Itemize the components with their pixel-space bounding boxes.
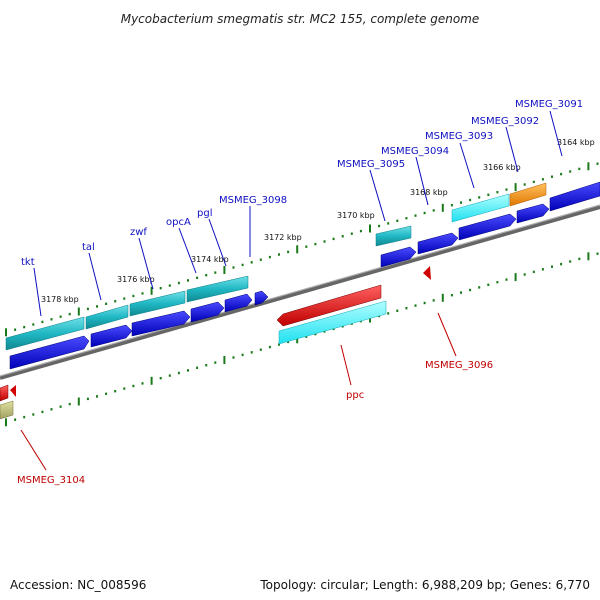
gene-label[interactable]: tal [82, 242, 95, 253]
scale-label: 3168 kbp [410, 188, 448, 197]
gene-arrow-tkt[interactable] [9, 335, 90, 370]
scale-label: 3164 kbp [557, 138, 595, 147]
gene-label[interactable]: MSMEG_3096 [425, 360, 493, 371]
gene-arrow-tal[interactable] [90, 324, 133, 348]
gene-arrow-MSMEG_3091[interactable] [549, 181, 600, 212]
scale-label: 3166 kbp [483, 163, 521, 172]
feature-row-upper [5, 182, 547, 351]
scale-label: 3178 kbp [41, 295, 79, 304]
gene-label[interactable]: zwf [130, 227, 147, 238]
gene-label[interactable]: MSMEG_3095 [337, 159, 405, 170]
gene-label[interactable]: MSMEG_3092 [471, 116, 539, 127]
genome-summary-text: Topology: circular; Length: 6,988,209 bp… [260, 578, 590, 592]
accession-text: Accession: NC_008596 [10, 578, 147, 592]
reverse-genes [0, 266, 431, 420]
cds-feature[interactable] [0, 400, 14, 420]
gene-label[interactable]: MSMEG_3104 [17, 475, 85, 486]
leader-lines [20, 110, 563, 471]
forward-genes [9, 181, 600, 370]
gene-label[interactable]: MSMEG_3093 [425, 131, 493, 142]
gene-arrow-MSMEG_3098[interactable] [254, 290, 269, 306]
gene-arrow-MSMEG_3092[interactable] [516, 203, 550, 224]
gene-label[interactable]: tkt [21, 257, 35, 268]
gene-arrow-opcA[interactable] [190, 301, 225, 323]
gene-arrow-MSMEG_3104[interactable] [0, 384, 9, 402]
gene-label[interactable]: MSMEG_3098 [219, 195, 287, 206]
gene-arrow-MSMEG_3094[interactable] [417, 232, 459, 255]
gene-label[interactable]: pgl [197, 208, 212, 219]
cds-feature[interactable] [451, 193, 510, 223]
gene-arrow-MSMEG_3095[interactable] [380, 246, 417, 268]
cds-feature[interactable] [375, 225, 412, 247]
cds-feature[interactable] [5, 316, 85, 351]
map-title: Mycobacterium smegmatis str. MC2 155, co… [121, 12, 480, 26]
gene-label[interactable]: ppc [346, 390, 364, 401]
cds-feature[interactable] [186, 275, 249, 303]
gene-arrow-MSMEG_3096[interactable] [423, 266, 431, 280]
cds-feature[interactable] [509, 182, 547, 207]
cds-feature[interactable] [129, 290, 186, 317]
gene-label[interactable]: opcA [166, 217, 191, 228]
gene-labels: tkt tal zwf opcA pgl MSMEG_3098 MSMEG_30… [17, 99, 583, 486]
gene-label[interactable]: MSMEG_3091 [515, 99, 583, 110]
gene-arrow-pgl[interactable] [224, 293, 253, 313]
gene-label[interactable]: MSMEG_3094 [381, 146, 449, 157]
scale-label: 3176 kbp [117, 275, 155, 284]
scale-label: 3170 kbp [337, 211, 375, 220]
scale-label: 3172 kbp [264, 233, 302, 242]
scale-labels: 3178 kbp 3176 kbp 3174 kbp 3172 kbp 3170… [41, 138, 595, 304]
cds-feature[interactable] [85, 304, 129, 330]
genome-backbone [0, 204, 600, 380]
gene-arrow-ppc[interactable] [276, 284, 382, 327]
gene-arrow-partial[interactable] [10, 385, 16, 397]
cds-feature[interactable] [278, 300, 387, 345]
gene-arrow-zwf[interactable] [131, 310, 191, 337]
gene-arrow-MSMEG_3093[interactable] [458, 213, 517, 241]
scale-label: 3174 kbp [191, 255, 229, 264]
